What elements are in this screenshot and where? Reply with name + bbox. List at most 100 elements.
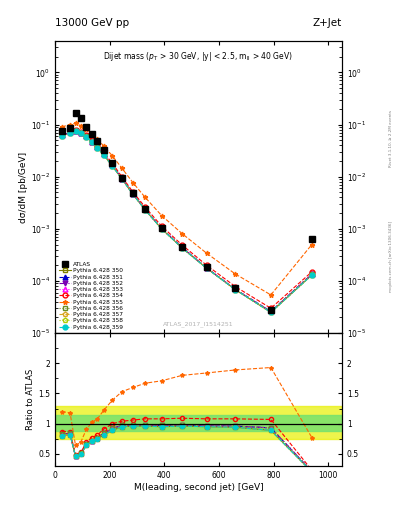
Pythia 6.428 358 [233, 287, 238, 293]
Pythia 6.428 359 [84, 134, 89, 140]
Pythia 6.428 350 [204, 265, 209, 271]
Pythia 6.428 356 [73, 127, 78, 134]
Pythia 6.428 351 [110, 162, 115, 168]
Pythia 6.428 355 [73, 120, 78, 126]
Pythia 6.428 358 [268, 309, 273, 315]
Pythia 6.428 357 [233, 287, 238, 293]
Pythia 6.428 358 [90, 139, 94, 145]
Pythia 6.428 351 [119, 176, 124, 182]
Pythia 6.428 354 [233, 284, 238, 290]
Pythia 6.428 353 [268, 308, 273, 314]
Pythia 6.428 354 [268, 305, 273, 311]
Pythia 6.428 354 [68, 129, 72, 135]
Pythia 6.428 351 [95, 144, 100, 150]
Pythia 6.428 357 [68, 130, 72, 136]
Pythia 6.428 351 [159, 225, 164, 231]
Pythia 6.428 352 [68, 129, 72, 135]
Pythia 6.428 359 [268, 309, 273, 315]
Pythia 6.428 354 [159, 223, 164, 229]
Pythia 6.428 350 [180, 245, 184, 251]
Pythia 6.428 353 [84, 134, 89, 140]
Pythia 6.428 355 [59, 124, 64, 130]
Pythia 6.428 353 [143, 206, 147, 212]
Line: Pythia 6.428 354: Pythia 6.428 354 [59, 127, 314, 311]
Pythia 6.428 355 [310, 242, 314, 248]
Pythia 6.428 359 [204, 265, 209, 271]
Pythia 6.428 352 [95, 144, 100, 150]
Pythia 6.428 352 [73, 127, 78, 134]
Pythia 6.428 353 [101, 151, 106, 157]
Pythia 6.428 352 [84, 134, 89, 140]
Pythia 6.428 355 [90, 131, 94, 137]
Pythia 6.428 352 [143, 206, 147, 212]
Pythia 6.428 353 [79, 130, 83, 136]
Pythia 6.428 354 [73, 127, 78, 133]
Y-axis label: dσ/dM [pb/GeV]: dσ/dM [pb/GeV] [19, 152, 28, 223]
ATLAS [130, 190, 135, 197]
Pythia 6.428 353 [130, 190, 135, 197]
Line: Pythia 6.428 358: Pythia 6.428 358 [59, 129, 314, 315]
Pythia 6.428 355 [110, 153, 115, 159]
Pythia 6.428 357 [143, 207, 147, 213]
ATLAS [68, 125, 72, 131]
Pythia 6.428 351 [59, 132, 64, 138]
Text: Rivet 3.1.10, ≥ 2.2M events: Rivet 3.1.10, ≥ 2.2M events [389, 110, 393, 167]
Pythia 6.428 357 [101, 152, 106, 158]
Pythia 6.428 354 [95, 143, 100, 149]
Pythia 6.428 354 [79, 129, 83, 135]
ATLAS [119, 175, 124, 181]
ATLAS [101, 147, 106, 154]
Line: Pythia 6.428 359: Pythia 6.428 359 [59, 129, 314, 315]
Pythia 6.428 351 [73, 127, 78, 134]
Text: Z+Jet: Z+Jet [313, 18, 342, 28]
Pythia 6.428 356 [180, 244, 184, 250]
Pythia 6.428 358 [95, 144, 100, 151]
Pythia 6.428 350 [130, 191, 135, 197]
Pythia 6.428 355 [68, 121, 72, 127]
Pythia 6.428 351 [204, 265, 209, 271]
Pythia 6.428 356 [84, 134, 89, 140]
ATLAS [233, 285, 238, 291]
Line: Pythia 6.428 352: Pythia 6.428 352 [59, 129, 314, 314]
Pythia 6.428 351 [268, 308, 273, 314]
Pythia 6.428 356 [90, 139, 94, 145]
Pythia 6.428 359 [90, 139, 94, 145]
Pythia 6.428 353 [159, 225, 164, 231]
ATLAS [310, 236, 314, 242]
ATLAS [180, 244, 184, 250]
Pythia 6.428 358 [110, 163, 115, 169]
Pythia 6.428 354 [59, 131, 64, 137]
Pythia 6.428 350 [84, 134, 89, 140]
Pythia 6.428 356 [204, 265, 209, 271]
Pythia 6.428 351 [130, 190, 135, 197]
Pythia 6.428 355 [233, 271, 238, 277]
Pythia 6.428 358 [310, 272, 314, 278]
Pythia 6.428 354 [204, 262, 209, 268]
ATLAS [73, 110, 78, 116]
Line: Pythia 6.428 351: Pythia 6.428 351 [59, 129, 314, 314]
Pythia 6.428 352 [180, 244, 184, 250]
Pythia 6.428 357 [79, 130, 83, 136]
Pythia 6.428 356 [110, 162, 115, 168]
Text: mcplots.cern.ch [arXiv:1306.3436]: mcplots.cern.ch [arXiv:1306.3436] [389, 221, 393, 291]
Pythia 6.428 351 [310, 271, 314, 277]
Pythia 6.428 357 [84, 134, 89, 140]
Pythia 6.428 359 [101, 152, 106, 158]
Pythia 6.428 358 [130, 191, 135, 197]
Pythia 6.428 358 [68, 130, 72, 136]
Text: ATLAS_2017_I1514251: ATLAS_2017_I1514251 [163, 322, 234, 327]
Pythia 6.428 359 [79, 130, 83, 136]
Pythia 6.428 353 [95, 144, 100, 150]
Line: Pythia 6.428 350: Pythia 6.428 350 [59, 129, 314, 315]
Pythia 6.428 352 [101, 151, 106, 157]
Pythia 6.428 352 [119, 176, 124, 182]
Pythia 6.428 354 [90, 137, 94, 143]
Pythia 6.428 353 [204, 265, 209, 271]
X-axis label: M(leading, second jet) [GeV]: M(leading, second jet) [GeV] [134, 482, 263, 492]
Pythia 6.428 355 [180, 230, 184, 237]
Pythia 6.428 354 [84, 132, 89, 138]
Pythia 6.428 353 [180, 244, 184, 250]
Pythia 6.428 351 [90, 139, 94, 145]
Pythia 6.428 351 [143, 206, 147, 212]
Pythia 6.428 356 [310, 271, 314, 277]
